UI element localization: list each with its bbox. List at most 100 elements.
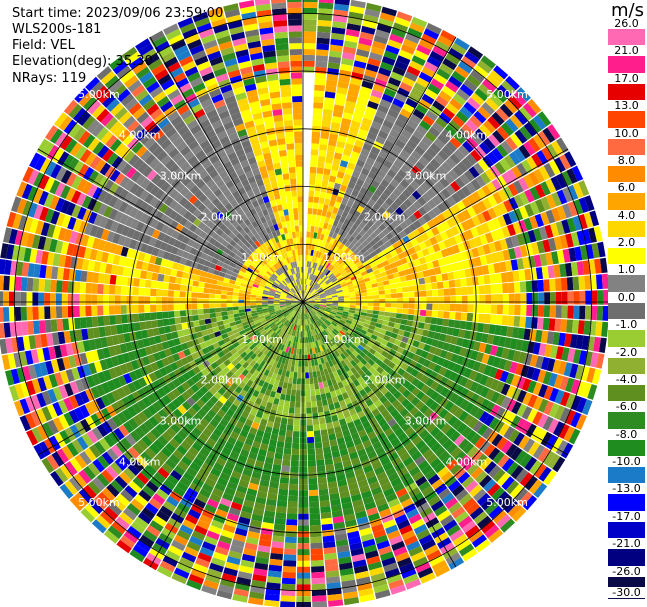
velocity-gate xyxy=(347,220,355,228)
velocity-gate xyxy=(271,385,278,393)
velocity-gate xyxy=(431,289,439,297)
velocity-gate xyxy=(221,290,228,295)
velocity-gate xyxy=(511,401,522,415)
velocity-gate xyxy=(328,284,335,289)
velocity-gate xyxy=(208,293,216,299)
velocity-gate xyxy=(457,128,470,141)
velocity-gate xyxy=(325,355,332,362)
velocity-gate xyxy=(308,298,315,301)
velocity-gate xyxy=(138,304,145,313)
velocity-gate xyxy=(453,132,466,145)
velocity-gate xyxy=(138,489,152,502)
velocity-gate xyxy=(537,111,552,127)
velocity-gate xyxy=(188,446,199,457)
velocity-gate xyxy=(417,322,425,329)
velocity-gate xyxy=(401,568,417,579)
velocity-gate xyxy=(311,335,315,342)
velocity-gate xyxy=(418,140,430,152)
velocity-gate xyxy=(487,134,501,148)
velocity-gate xyxy=(341,57,354,66)
velocity-gate xyxy=(439,542,455,555)
velocity-gate xyxy=(229,374,238,383)
velocity-gate xyxy=(321,283,327,289)
velocity-gate xyxy=(448,319,455,328)
velocity-gate xyxy=(403,226,412,236)
velocity-gate xyxy=(317,155,326,163)
velocity-gate xyxy=(487,207,497,220)
velocity-gate xyxy=(157,273,165,282)
velocity-gate xyxy=(244,405,252,414)
velocity-gate xyxy=(179,291,186,298)
velocity-gate xyxy=(367,247,375,254)
velocity-gate xyxy=(353,258,361,265)
velocity-gate xyxy=(413,523,428,535)
velocity-gate xyxy=(478,83,493,97)
velocity-gate xyxy=(424,254,432,263)
velocity-gate xyxy=(495,406,506,420)
velocity-gate xyxy=(567,184,579,201)
velocity-gate xyxy=(449,287,456,296)
velocity-gate xyxy=(194,525,208,536)
velocity-gate xyxy=(424,469,437,481)
velocity-gate xyxy=(279,393,286,401)
velocity-gate xyxy=(215,508,228,519)
velocity-gate xyxy=(385,303,392,308)
velocity-gate xyxy=(526,156,538,171)
velocity-gate xyxy=(490,314,497,325)
velocity-gate xyxy=(456,261,465,271)
velocity-gate xyxy=(479,234,489,245)
velocity-gate xyxy=(337,293,344,297)
velocity-gate xyxy=(496,228,505,240)
velocity-gate xyxy=(173,290,180,298)
velocity-gate xyxy=(548,318,556,331)
velocity-gate xyxy=(227,287,234,292)
velocity-gate xyxy=(326,306,332,309)
velocity-gate xyxy=(275,374,282,381)
velocity-gate xyxy=(429,252,438,261)
velocity-gate xyxy=(295,395,301,402)
velocity-gate xyxy=(578,214,588,230)
velocity-gate xyxy=(344,240,352,248)
velocity-gate xyxy=(421,66,436,78)
velocity-gate xyxy=(581,399,593,416)
velocity-gate xyxy=(332,239,339,246)
velocity-gate xyxy=(495,491,510,505)
velocity-gate xyxy=(316,312,322,318)
velocity-gate xyxy=(516,233,526,246)
velocity-gate xyxy=(310,249,314,256)
velocity-gate xyxy=(320,132,330,140)
velocity-gate xyxy=(413,258,421,267)
velocity-gate xyxy=(369,261,377,268)
velocity-gate xyxy=(20,292,27,306)
velocity-gate xyxy=(320,429,328,437)
velocity-gate xyxy=(207,452,219,462)
velocity-gate xyxy=(296,578,311,585)
velocity-gate xyxy=(516,403,528,417)
velocity-gate xyxy=(294,342,298,349)
velocity-gate xyxy=(393,390,402,400)
velocity-gate xyxy=(353,60,367,69)
velocity-gate xyxy=(408,291,415,298)
velocity-gate xyxy=(426,453,438,465)
velocity-gate xyxy=(288,316,293,322)
velocity-gate xyxy=(414,497,427,508)
velocity-gate xyxy=(261,298,268,301)
velocity-gate xyxy=(516,162,528,177)
velocity-gate xyxy=(496,304,504,315)
velocity-gate xyxy=(527,394,538,408)
velocity-gate xyxy=(342,311,349,315)
velocity-gate xyxy=(410,551,426,563)
velocity-gate xyxy=(321,315,328,320)
velocity-gate xyxy=(485,304,492,314)
velocity-gate xyxy=(139,321,147,331)
velocity-gate xyxy=(391,303,398,308)
velocity-gate xyxy=(564,333,572,348)
velocity-gate xyxy=(310,261,314,268)
velocity-gate xyxy=(566,217,577,233)
velocity-gate xyxy=(310,310,315,316)
velocity-gate xyxy=(304,307,306,314)
velocity-gate xyxy=(314,304,321,306)
velocity-gate xyxy=(374,247,383,255)
velocity-gate xyxy=(133,278,140,287)
velocity-gate xyxy=(338,443,347,451)
